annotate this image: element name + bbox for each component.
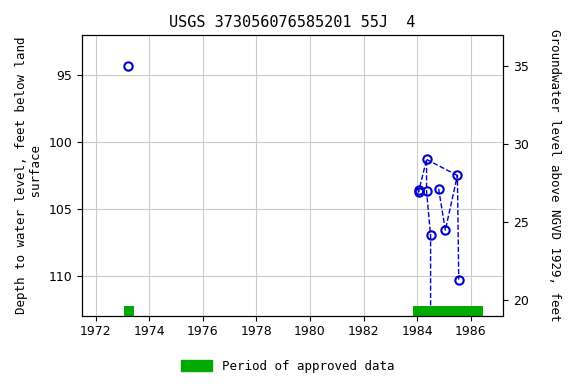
Legend: Period of approved data: Period of approved data [176, 355, 400, 378]
Bar [124, 306, 134, 316]
Y-axis label: Groundwater level above NGVD 1929, feet: Groundwater level above NGVD 1929, feet [548, 29, 561, 322]
Y-axis label: Depth to water level, feet below land
 surface: Depth to water level, feet below land su… [15, 37, 43, 314]
Bar [413, 306, 483, 316]
Title: USGS 373056076585201 55J  4: USGS 373056076585201 55J 4 [169, 15, 416, 30]
